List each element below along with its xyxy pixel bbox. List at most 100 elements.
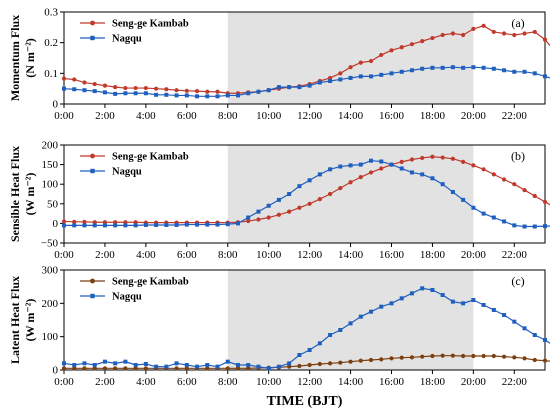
data-point [542,199,548,204]
data-point [317,196,322,202]
data-point [72,219,77,224]
data-point [338,328,343,332]
data-point [266,88,271,93]
data-point [522,326,527,331]
data-point [440,65,445,70]
legend-label: Nagqu [112,292,142,303]
data-point [450,31,455,36]
data-point [195,364,200,369]
data-point [471,163,476,168]
data-point [481,65,486,70]
x-tick-label: 12:00 [297,110,323,122]
data-point [102,223,107,228]
data-point [358,358,363,363]
data-point [82,80,87,85]
data-point [420,155,425,161]
data-point [276,197,281,202]
data-point [502,313,507,317]
data-point [481,303,486,307]
data-point [123,91,128,96]
data-point [338,71,343,76]
x-tick-label: 4:00 [136,249,156,261]
x-tick-label: 20:00 [461,376,487,388]
data-point [461,32,466,38]
data-point [430,176,435,181]
data-point [369,74,374,79]
legend-marker [90,168,95,174]
data-point [491,308,496,312]
data-point [143,91,148,96]
data-point [543,74,547,79]
data-point [174,361,179,366]
data-point [543,224,547,229]
data-point [368,170,374,175]
legend-label: Seng-ge Kambab [112,152,189,163]
data-point [450,353,455,358]
data-point [379,52,384,58]
legend-marker [90,278,95,284]
x-tick-label: 4:00 [136,110,156,122]
data-point [184,366,189,371]
data-point [481,23,486,28]
data-point [256,217,261,222]
data-point [532,333,537,337]
data-point [317,80,322,85]
data-point [338,186,343,191]
legend-label: Seng-ge Kambab [112,19,189,30]
data-point [92,366,97,371]
data-point [92,220,97,225]
data-point [164,222,169,227]
data-point [62,361,66,366]
y-tick-label: 0 [53,218,59,230]
data-point [82,219,87,224]
x-tick-label: 22:00 [502,376,528,388]
data-point [102,220,108,225]
x-tick-label: 0:00 [54,249,74,261]
data-point [307,362,312,368]
y-tick-label: 0 [53,99,59,111]
data-point [287,209,292,214]
data-point [430,288,435,292]
x-tick-label: 14:00 [338,110,364,122]
x-tick-label: 20:00 [461,110,487,122]
data-point [368,58,374,64]
data-point [184,222,189,227]
data-point [307,201,312,206]
data-point [82,223,87,228]
data-point [358,175,363,180]
x-tick-label: 2:00 [95,376,115,388]
data-point [348,359,353,364]
data-point [92,223,97,228]
data-point [276,85,281,90]
data-point [399,166,404,171]
data-point [327,361,333,366]
x-tick-label: 16:00 [379,249,405,261]
x-tick-label: 0:00 [54,376,74,388]
y-tick-label: 0.1 [44,68,58,80]
data-point [512,319,517,324]
data-point [358,314,363,319]
data-point [123,85,128,91]
x-tick-label: 14:00 [338,249,364,261]
data-point [389,71,394,76]
data-point [133,223,138,228]
data-point [113,223,118,228]
data-point [328,333,333,337]
data-point [225,366,230,371]
data-point [471,298,476,302]
data-point [297,184,302,189]
panel-2: −50 0 50 100 150 200 0:00 2:00 4:00 6:00 8:00 10:00… [8,140,550,261]
data-point [113,361,118,366]
data-point [113,220,118,225]
data-point [461,353,466,359]
data-point [307,83,312,88]
data-point [154,92,159,97]
data-point [338,164,343,169]
y-tick-label: 100 [42,179,59,191]
data-point [113,85,118,90]
data-point [235,366,241,371]
data-point [461,159,466,164]
data-point [246,218,251,224]
data-point [420,66,425,71]
x-tick-label: 12:00 [297,249,323,261]
